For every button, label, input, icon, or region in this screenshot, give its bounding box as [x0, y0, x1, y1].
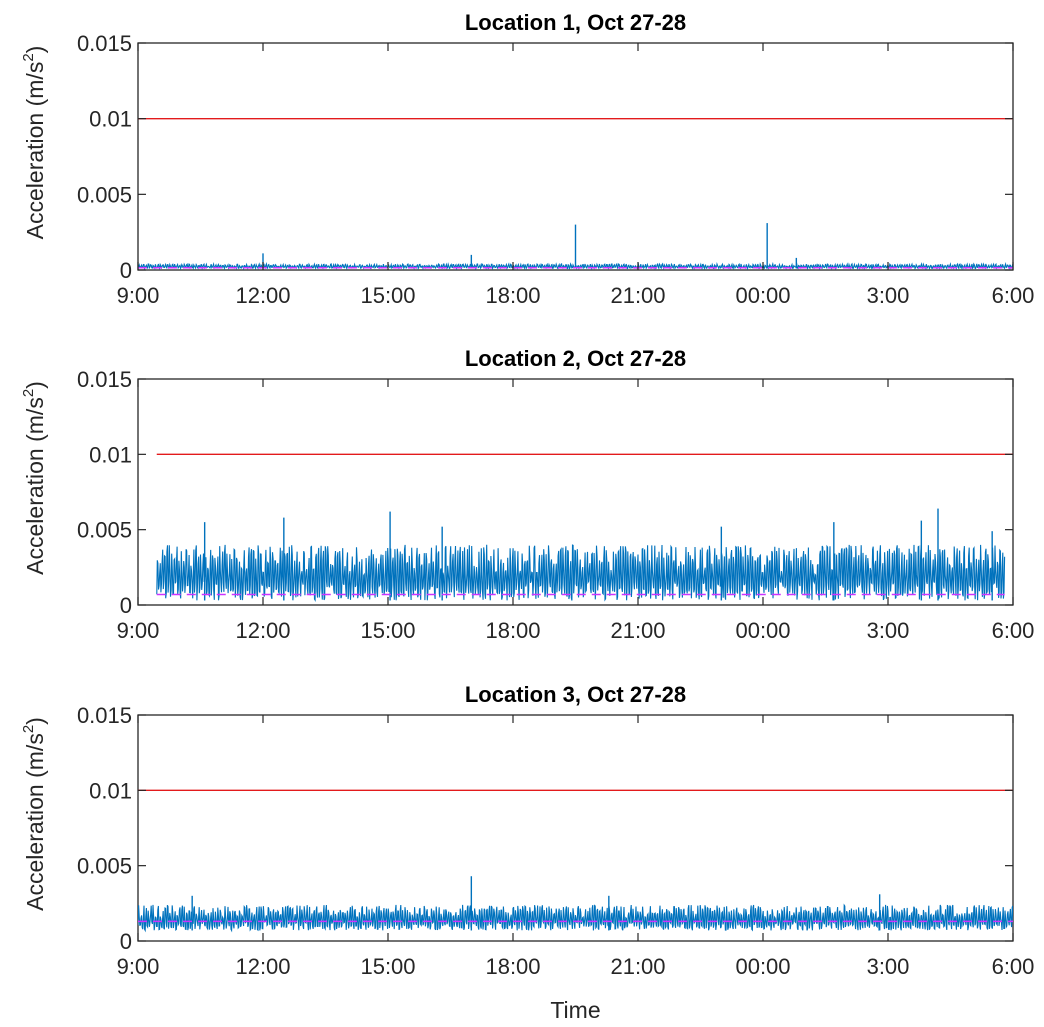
- x-tick-label: 12:00: [235, 618, 290, 643]
- y-tick-label: 0.015: [77, 31, 132, 56]
- plot-area-frame: [137, 714, 1014, 942]
- chart-panel-1: 0 0.005 0.01 0.015 9:00 12:00 15:00 18:00 21:00 0…: [20, 10, 1034, 308]
- x-tick-label: 18:00: [485, 954, 540, 979]
- x-tick-label: 3:00: [867, 954, 910, 979]
- x-tick-label: 21:00: [610, 283, 665, 308]
- y-tick-label: 0.015: [77, 703, 132, 728]
- y-tick-label: 0: [120, 929, 132, 954]
- x-tick-label: 15:00: [360, 954, 415, 979]
- y-axis-label: Acceleration (m/s2): [20, 381, 48, 575]
- x-tick-label: 21:00: [610, 954, 665, 979]
- y-tick-label: 0.005: [77, 182, 132, 207]
- y-tick-label: 0.01: [89, 778, 132, 803]
- x-tick-label: 6:00: [992, 618, 1035, 643]
- x-tick-label: 00:00: [735, 618, 790, 643]
- x-tick-label: 18:00: [485, 283, 540, 308]
- y-axis-label: Acceleration (m/s2): [20, 717, 48, 911]
- y-tick-label: 0: [120, 593, 132, 618]
- x-tick-label: 21:00: [610, 618, 665, 643]
- x-tick-label: 15:00: [360, 283, 415, 308]
- x-tick-label: 00:00: [735, 283, 790, 308]
- x-tick-label: 00:00: [735, 954, 790, 979]
- x-tick-label: 9:00: [117, 283, 160, 308]
- chart-panel-2: 0 0.005 0.01 0.015 9:00 12:00 15:00 18:00 21:00 0…: [20, 346, 1034, 643]
- signal-trace: [138, 903, 1013, 933]
- y-axis-label: Acceleration (m/s2): [20, 46, 48, 240]
- x-tick-label: 9:00: [117, 618, 160, 643]
- chart-panel-3: 0 0.005 0.01 0.015 9:00 12:00 15:00 18:00 21:00 0…: [20, 682, 1034, 1023]
- chart-title: Location 3, Oct 27-28: [465, 682, 686, 707]
- y-tick-label: 0.01: [89, 442, 132, 467]
- signal-trace: [156, 544, 1006, 603]
- x-tick-label: 15:00: [360, 618, 415, 643]
- x-tick-label: 18:00: [485, 618, 540, 643]
- plot-area-frame: [137, 378, 1014, 606]
- y-tick-label: 0.01: [89, 107, 132, 132]
- y-tick-label: 0: [120, 258, 132, 283]
- x-tick-label: 6:00: [992, 283, 1035, 308]
- y-tick-label: 0.015: [77, 367, 132, 392]
- x-tick-label: 6:00: [992, 954, 1035, 979]
- x-axis-label: Time: [550, 997, 600, 1023]
- x-tick-label: 9:00: [117, 954, 160, 979]
- chart-title: Location 1, Oct 27-28: [465, 10, 686, 35]
- y-tick-label: 0.005: [77, 518, 132, 543]
- chart-title: Location 2, Oct 27-28: [465, 346, 686, 371]
- plot-area-frame: [137, 42, 1014, 271]
- x-tick-label: 12:00: [235, 283, 290, 308]
- y-tick-label: 0.005: [77, 854, 132, 879]
- x-tick-label: 3:00: [867, 618, 910, 643]
- x-tick-label: 12:00: [235, 954, 290, 979]
- x-tick-label: 3:00: [867, 283, 910, 308]
